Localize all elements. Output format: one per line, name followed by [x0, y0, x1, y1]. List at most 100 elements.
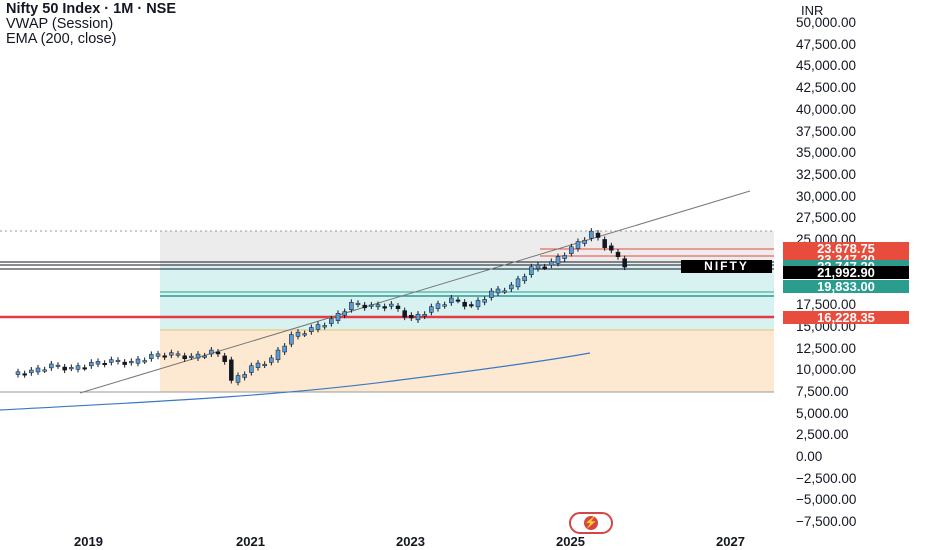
candle [55, 364, 61, 367]
legend-ema[interactable]: EMA (200, close) [6, 31, 117, 47]
y-tick-label: 35,000.00 [796, 145, 857, 161]
candle [115, 359, 121, 362]
candle [622, 258, 627, 268]
candle [149, 354, 154, 359]
candle [549, 261, 554, 266]
candle [429, 306, 434, 313]
candle [142, 360, 147, 363]
candle [435, 303, 441, 309]
candle [109, 359, 114, 363]
candle [122, 361, 127, 365]
candle [475, 300, 481, 308]
candle [342, 311, 347, 316]
candle [335, 313, 341, 321]
y-tick-label: 40,000.00 [796, 101, 857, 117]
candle [29, 369, 34, 374]
candle [209, 349, 214, 355]
candle [442, 304, 447, 307]
candle [362, 304, 367, 309]
x-tick-label: 2027 [716, 534, 745, 549]
candle [349, 302, 354, 310]
candle [229, 359, 234, 381]
candle [275, 349, 281, 361]
currency-label[interactable]: INR [801, 3, 824, 18]
candle [449, 297, 454, 304]
candle [562, 255, 567, 259]
candle [495, 288, 501, 294]
candle [542, 266, 547, 269]
candle [469, 304, 474, 307]
y-tick-label: 47,500.00 [796, 36, 857, 52]
y-tick-label: 37,500.00 [796, 123, 857, 139]
candle [569, 246, 574, 254]
candle [529, 266, 534, 275]
y-tick-label: 10,000.00 [796, 362, 857, 378]
candle [302, 333, 307, 336]
fib-zone-orange [160, 330, 774, 392]
candle [102, 363, 107, 366]
candle [575, 241, 581, 249]
candle [322, 325, 327, 328]
candle [482, 299, 487, 303]
x-tick-label: 2021 [236, 534, 265, 549]
candle [182, 355, 187, 360]
candle [515, 278, 521, 288]
candle [509, 284, 514, 290]
legend-vwap[interactable]: VWAP (Session) [6, 16, 114, 32]
price-tag-4: 21,992.90 [783, 266, 909, 279]
fib-zone-gray [160, 231, 774, 265]
x-tick-label: 2019 [74, 534, 103, 549]
y-tick-label: 0.00 [796, 449, 823, 464]
candle [49, 363, 54, 369]
candle [355, 302, 361, 305]
candle [282, 345, 287, 353]
candle [369, 304, 374, 307]
candle [135, 358, 141, 364]
candle [235, 375, 241, 383]
candle [82, 367, 87, 370]
candle [15, 371, 21, 375]
price-tag-6: 16,228.35 [783, 311, 909, 324]
candle [415, 313, 421, 321]
legend-title: Nifty 50 Index · 1M · NSE [6, 1, 177, 17]
candle [522, 276, 527, 282]
candle [329, 318, 334, 324]
chart-legend: Nifty 50 Index · 1M · NSE VWAP (Session)… [6, 2, 176, 47]
y-tick-label: −5,000.00 [796, 492, 857, 508]
candle [222, 355, 227, 362]
candle [22, 373, 27, 376]
candle [609, 245, 614, 251]
candle [382, 306, 387, 309]
y-tick-label: 32,500.00 [796, 166, 857, 182]
candle [462, 301, 467, 307]
candle [155, 353, 161, 357]
candle [95, 361, 101, 365]
candle [69, 367, 74, 370]
y-tick-label: 42,500.00 [796, 80, 857, 96]
y-tick-label: 5,000.00 [796, 405, 849, 421]
y-tick-label: 27,500.00 [796, 210, 857, 226]
candle [582, 239, 587, 244]
candle [42, 369, 47, 372]
candle [409, 314, 414, 319]
candle [89, 361, 94, 367]
y-tick-label: 12,500.00 [796, 340, 857, 356]
candle [389, 303, 394, 307]
candle [295, 331, 301, 337]
candle [535, 264, 541, 269]
y-tick-label: 30,000.00 [796, 188, 857, 204]
candle [202, 355, 207, 358]
candle [602, 239, 607, 248]
candle [175, 353, 181, 356]
tradingview-logo-icon[interactable]: ⚡ [569, 512, 613, 534]
candle [615, 251, 621, 258]
symbol-tag: NIFTY [681, 260, 772, 273]
candle [422, 313, 427, 317]
lightning-icon: ⚡ [584, 516, 598, 530]
candle [289, 334, 294, 345]
y-tick-label: 7,500.00 [796, 383, 849, 399]
candle [269, 357, 274, 363]
candle [315, 324, 321, 330]
candle [395, 305, 401, 309]
